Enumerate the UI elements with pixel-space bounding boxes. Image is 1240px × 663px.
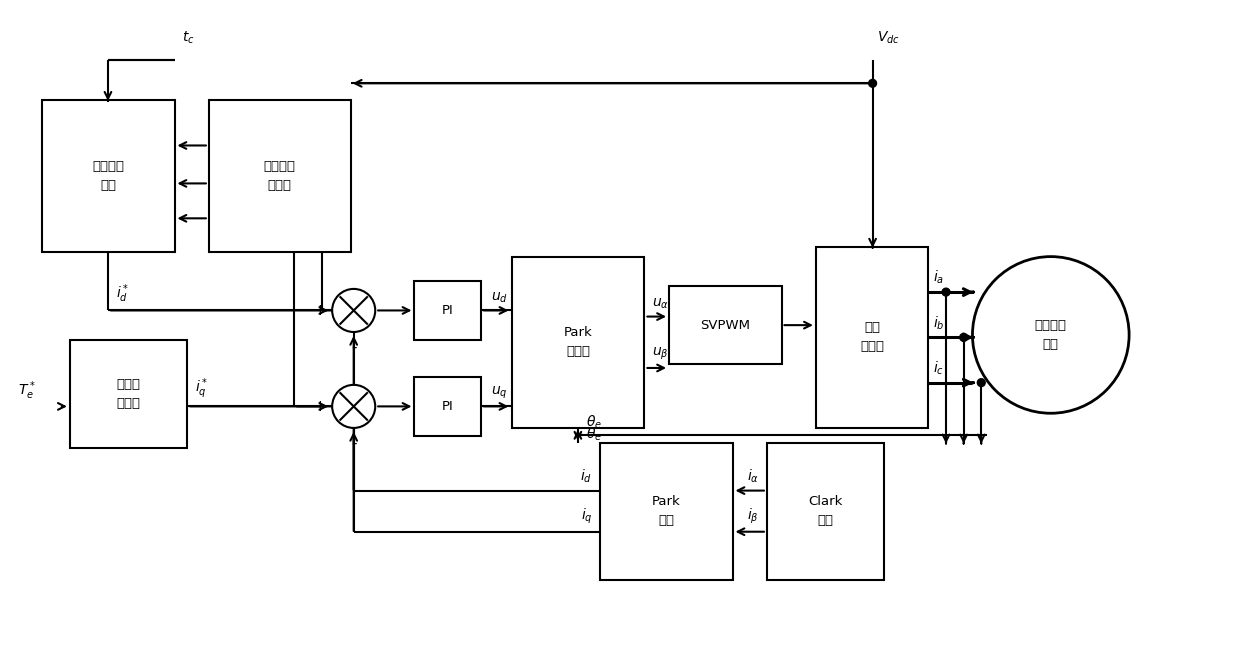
Circle shape	[942, 288, 950, 296]
Bar	[668, 286, 781, 364]
Text: +: +	[314, 399, 326, 414]
Text: 转矩电
流变换: 转矩电 流变换	[117, 378, 140, 410]
Bar	[414, 281, 481, 340]
Text: 实时调制
比计算: 实时调制 比计算	[264, 160, 296, 192]
Text: $u_d$: $u_d$	[491, 290, 508, 304]
Text: -: -	[351, 340, 356, 355]
Text: $i_\alpha$: $i_\alpha$	[746, 467, 759, 485]
Text: $i_b$: $i_b$	[934, 314, 945, 332]
Ellipse shape	[972, 257, 1130, 413]
Text: 三相
逆变器: 三相 逆变器	[861, 322, 884, 353]
Text: Clark
变换: Clark 变换	[808, 495, 843, 527]
Text: $u_\alpha$: $u_\alpha$	[652, 296, 670, 311]
Text: $i_c$: $i_c$	[934, 359, 945, 377]
Bar	[512, 257, 645, 428]
Bar	[766, 443, 884, 579]
Text: $\theta_e$: $\theta_e$	[585, 414, 601, 431]
Text: Park
逆变换: Park 逆变换	[564, 326, 593, 358]
Text: $i_a$: $i_a$	[934, 269, 945, 286]
Text: $t_c$: $t_c$	[182, 30, 195, 46]
Text: $i_d^*$: $i_d^*$	[115, 282, 129, 304]
Text: $u_\beta$: $u_\beta$	[652, 346, 670, 362]
Text: $i_q$: $i_q$	[580, 507, 593, 526]
Text: PI: PI	[441, 304, 454, 317]
Text: +: +	[314, 303, 326, 318]
Text: Park
变换: Park 变换	[652, 495, 681, 527]
Bar	[208, 100, 351, 252]
Text: PI: PI	[441, 400, 454, 413]
Text: $V_{dc}$: $V_{dc}$	[878, 30, 900, 46]
Bar	[816, 247, 929, 428]
Circle shape	[332, 289, 376, 332]
Circle shape	[977, 379, 986, 387]
Circle shape	[332, 385, 376, 428]
Text: 永磁同步
电机: 永磁同步 电机	[1035, 319, 1066, 351]
Bar	[600, 443, 733, 579]
Bar	[69, 340, 187, 448]
Text: 弱磁控制
算法: 弱磁控制 算法	[93, 160, 124, 192]
Bar	[414, 377, 481, 436]
Bar	[42, 100, 175, 252]
Text: $i_d$: $i_d$	[580, 467, 593, 485]
Text: $u_q$: $u_q$	[491, 385, 507, 400]
Text: $T_e^*$: $T_e^*$	[17, 380, 36, 402]
Text: $i_\beta$: $i_\beta$	[748, 507, 759, 526]
Text: $i_q^*$: $i_q^*$	[195, 376, 208, 400]
Circle shape	[869, 80, 877, 88]
Text: $\theta_e$: $\theta_e$	[585, 426, 601, 444]
Circle shape	[960, 333, 967, 341]
Text: -: -	[351, 436, 356, 451]
Text: SVPWM: SVPWM	[701, 319, 750, 332]
